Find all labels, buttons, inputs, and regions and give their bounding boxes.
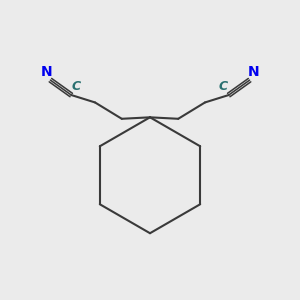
Text: C: C <box>72 80 81 93</box>
Text: N: N <box>41 65 53 79</box>
Text: C: C <box>219 80 228 93</box>
Text: N: N <box>247 65 259 79</box>
